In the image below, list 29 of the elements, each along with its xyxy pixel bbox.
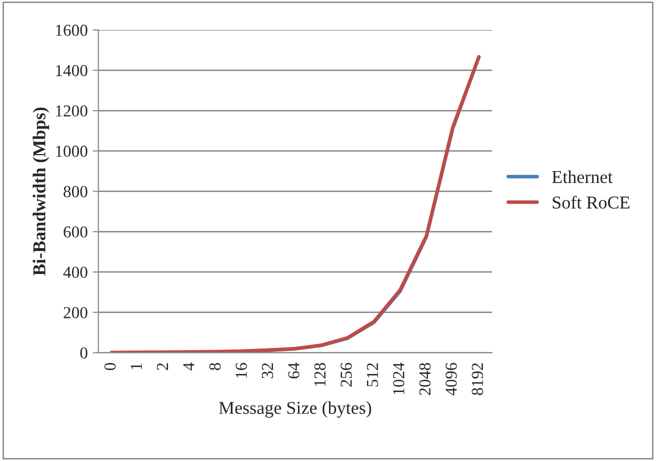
x-tick-label: 16 [236, 362, 247, 378]
y-tick-label: 1600 [56, 24, 88, 36]
y-tick-label: 1200 [56, 105, 88, 117]
y-tick-label: 1000 [56, 146, 88, 157]
x-tick-label: 4 [183, 362, 194, 370]
y-tick-label: 400 [63, 266, 88, 278]
x-tick-label: 8 [209, 363, 221, 370]
y-tick-label: 200 [64, 307, 88, 318]
x-tick-label: 2 [156, 363, 168, 370]
legend-label: Soft RoCE [552, 196, 630, 209]
x-tick-label: 64 [288, 362, 300, 378]
x-tick-label: 1024 [393, 362, 404, 394]
x-axis-title: Message Size (bytes) [219, 401, 372, 418]
x-tick-label: 1 [130, 363, 142, 370]
x-tick-label: 512 [366, 363, 378, 386]
x-tick-label: 32 [262, 363, 274, 378]
y-tick-label: 800 [64, 186, 88, 198]
x-tick-label: 2048 [419, 363, 431, 395]
y-axis-title: Bi-Bandwidth (Mbps) [32, 108, 50, 276]
y-tick-label: 0 [80, 347, 88, 359]
x-tick-label: 4096 [446, 362, 457, 396]
y-tick-label: 600 [64, 226, 88, 238]
y-tick-label: 1400 [56, 65, 88, 76]
legend-label: Ethernet [552, 170, 613, 184]
line-series [110, 55, 481, 353]
x-tick-label: 256 [340, 362, 352, 387]
x-tick-label: 8192 [472, 363, 484, 396]
x-tick-label: 128 [314, 363, 326, 386]
x-tick-label: 0 [104, 363, 116, 370]
